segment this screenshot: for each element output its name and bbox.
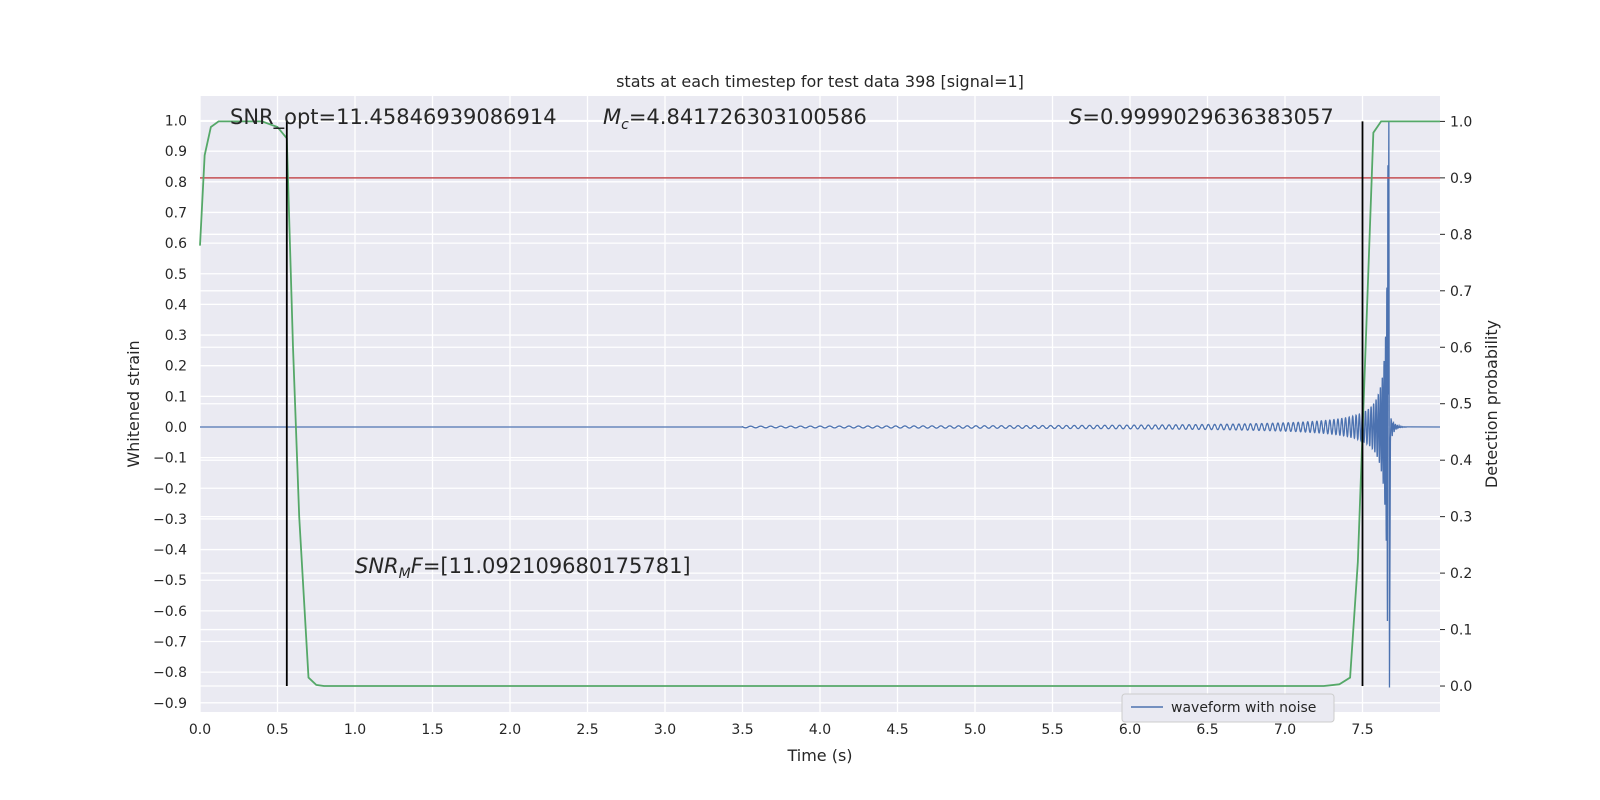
legend: waveform with noise: [1121, 693, 1335, 723]
y-tick-label-left: 0.4: [165, 297, 187, 313]
x-tick-label: 1.5: [421, 722, 443, 738]
y-axis-label-right: Detection probability: [1482, 320, 1501, 488]
y-tick-label-right: 0.2: [1450, 566, 1472, 582]
y-tick-label-left: 1.0: [165, 114, 187, 130]
y-tick-label-left: −0.2: [153, 481, 187, 497]
y-tick-label-right: 0.3: [1450, 510, 1472, 526]
y-tick-label-left: −0.9: [153, 696, 187, 712]
x-tick-label: 4.0: [809, 722, 831, 738]
annotation-snr-mf: SNRMF=[11.092109680175781]: [355, 554, 691, 582]
y-tick-label-left: −0.5: [153, 573, 187, 589]
y-tick-label-left: 0.2: [165, 359, 187, 375]
y-tick-label-left: 0.9: [165, 144, 187, 160]
x-tick-label: 7.5: [1351, 722, 1373, 738]
y-tick-label-right: 1.0: [1450, 114, 1472, 130]
waveform-line: [200, 120, 1441, 688]
y-tick-label-left: −0.8: [153, 665, 187, 681]
x-tick-label: 1.0: [344, 722, 366, 738]
x-tick-label: 2.5: [576, 722, 598, 738]
y-tick-label-left: −0.4: [153, 543, 187, 559]
y-tick-label-left: 0.5: [165, 267, 187, 283]
y-tick-label-left: −0.1: [153, 451, 187, 467]
x-tick-label: 2.0: [499, 722, 521, 738]
series-layer: [199, 120, 1441, 688]
y-tick-label-left: 0.0: [165, 420, 187, 436]
y-tick-label-right: 0.6: [1450, 340, 1472, 356]
x-tick-label: 7.0: [1274, 722, 1296, 738]
y-axis-label-left: Whitened strain: [124, 340, 143, 467]
annotation-s: S=0.9999029636383057: [1069, 105, 1334, 129]
x-tick-label: 3.5: [731, 722, 753, 738]
y-tick-label-right: 0.5: [1450, 397, 1472, 413]
y-tick-label-right: 0.1: [1450, 623, 1472, 639]
legend-box: [1121, 693, 1335, 723]
y-tick-label-left: 0.7: [165, 205, 187, 221]
annotation-chirp-mass: Mc=4.841726303100586: [603, 105, 867, 133]
legend-label-waveform: waveform with noise: [1171, 700, 1316, 716]
x-tick-label: 0.0: [189, 722, 211, 738]
y-tick-label-left: 0.6: [165, 236, 187, 252]
x-tick-label: 5.5: [1041, 722, 1063, 738]
x-tick-label: 3.0: [654, 722, 676, 738]
y-tick-label-left: −0.3: [153, 512, 187, 528]
y-tick-label-left: 0.8: [165, 175, 187, 191]
x-tick-label: 6.0: [1119, 722, 1141, 738]
x-tick-label: 4.5: [886, 722, 908, 738]
tick-labels: 0.0 0.5 1.0 1.5 2.0 2.5 3.0 3.5 4.0 4.5 5.0 5.5 6.0 6…: [153, 114, 1472, 738]
y-tick-label-right: 0.8: [1450, 227, 1472, 243]
y-tick-label-right: 0.4: [1450, 453, 1472, 469]
x-tick-label: 5.0: [964, 722, 986, 738]
x-axis-label: Time (s): [786, 746, 852, 765]
y-tick-label-left: 0.1: [165, 389, 187, 405]
y-tick-label-right: 0.0: [1450, 679, 1472, 695]
y-tick-label-left: −0.6: [153, 604, 187, 620]
y-tick-label-right: 0.7: [1450, 284, 1472, 300]
detection-probability-line: [199, 120, 1440, 687]
y-tick-label-right: 0.9: [1450, 171, 1472, 187]
y-tick-label-left: −0.7: [153, 635, 187, 651]
x-tick-label: 6.5: [1196, 722, 1218, 738]
x-tick-label: 0.5: [266, 722, 288, 738]
annotation-snr-opt: SNR_opt=11.45846939086914: [230, 105, 557, 130]
y-tick-label-left: 0.3: [165, 328, 187, 344]
chart-title: stats at each timestep for test data 398…: [616, 72, 1024, 91]
